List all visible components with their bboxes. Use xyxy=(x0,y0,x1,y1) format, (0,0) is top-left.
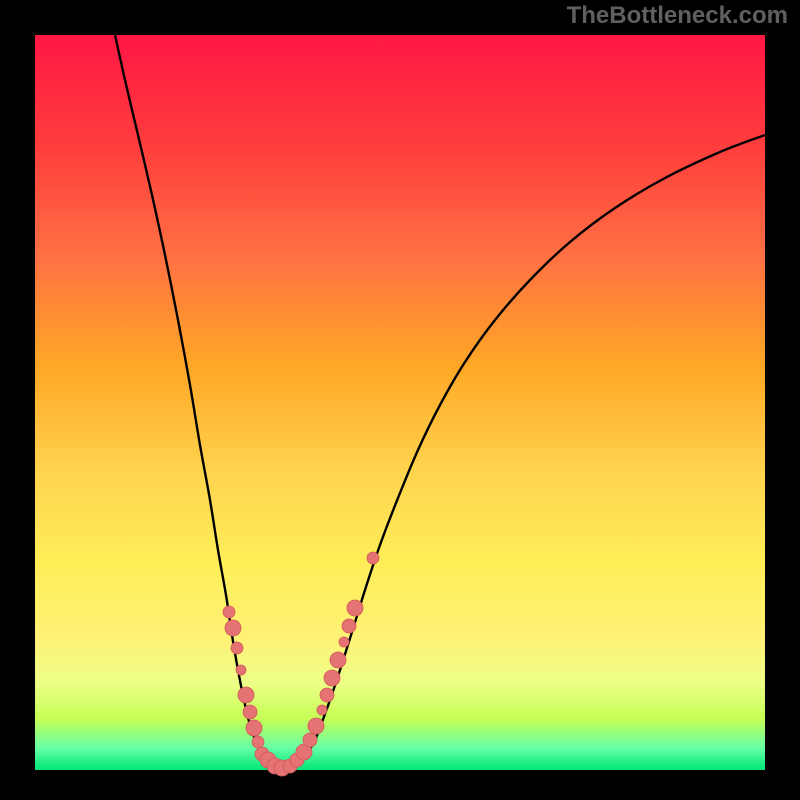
v-curve xyxy=(115,35,765,769)
data-marker xyxy=(330,652,346,668)
data-marker xyxy=(367,552,379,564)
data-marker xyxy=(238,687,254,703)
watermark-text: TheBottleneck.com xyxy=(567,2,788,30)
data-marker xyxy=(308,718,324,734)
data-marker xyxy=(347,600,363,616)
data-marker xyxy=(236,665,246,675)
data-marker xyxy=(320,688,334,702)
data-marker xyxy=(246,720,262,736)
data-marker xyxy=(252,736,264,748)
chart-container: TheBottleneck.com xyxy=(0,0,800,800)
plot-area xyxy=(35,35,765,770)
data-marker xyxy=(324,670,340,686)
data-marker xyxy=(225,620,241,636)
data-marker xyxy=(303,733,317,747)
data-marker xyxy=(231,642,243,654)
marker-group xyxy=(223,552,379,776)
curve-layer xyxy=(0,0,800,800)
data-marker xyxy=(223,606,235,618)
data-marker xyxy=(243,705,257,719)
data-marker xyxy=(317,705,327,715)
data-marker xyxy=(339,637,349,647)
data-marker xyxy=(342,619,356,633)
